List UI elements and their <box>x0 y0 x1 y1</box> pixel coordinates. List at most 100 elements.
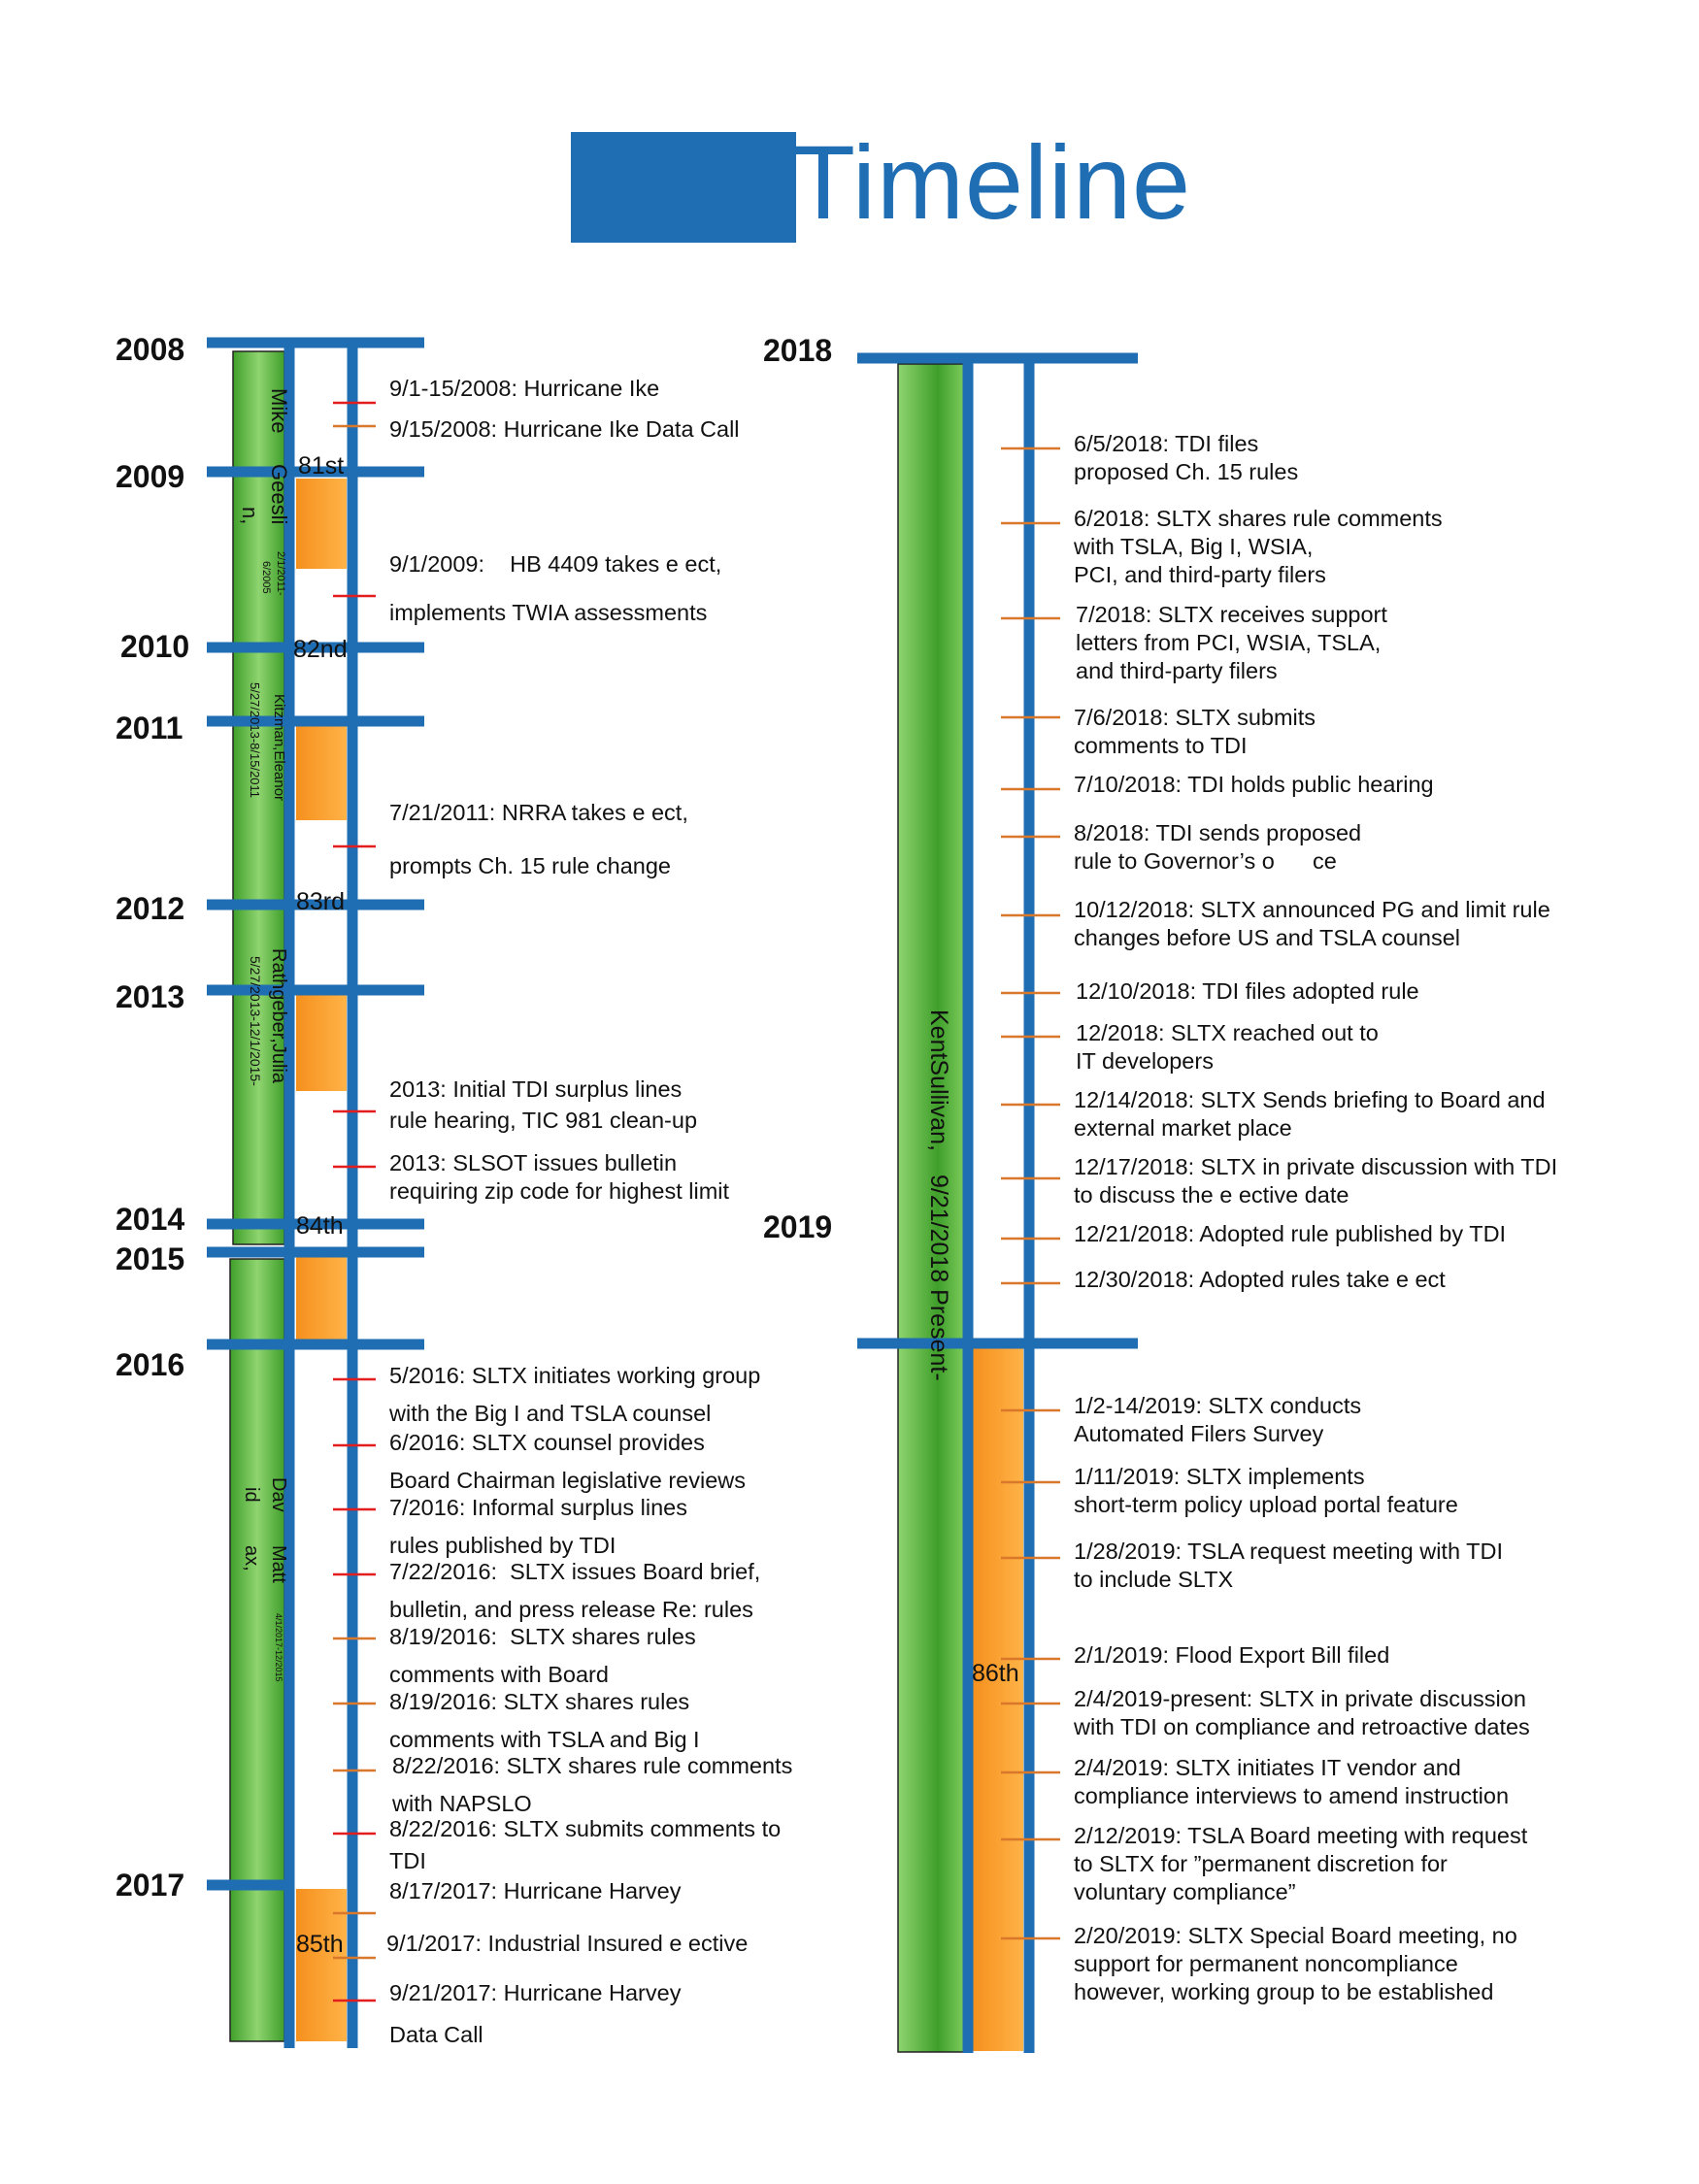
year-label-2019: 2019 <box>763 1209 833 1244</box>
event-text-line: 7/2018: SLTX receives support <box>1076 602 1387 627</box>
session-label-84th: 84th <box>296 1212 344 1240</box>
leader-dates-mattax: 4/1/2017-12/2015 <box>274 1613 283 1682</box>
event-item: 2/20/2019: SLTX Special Board meeting, n… <box>1074 1922 1517 2006</box>
year-label-2010: 2010 <box>120 629 190 664</box>
event-text-line: external market place <box>1074 1115 1292 1141</box>
event-text-line: prompts Ch. 15 rule change <box>389 852 671 878</box>
event-text-line: 9/1-15/2008: Hurricane Ike <box>389 376 660 401</box>
event-item: 12/10/2018: TDI files adopted rule <box>1076 977 1419 1006</box>
leader-name-mattax-4: ax, <box>241 1545 262 1572</box>
event-text-line: with NAPSLO <box>392 1791 532 1816</box>
session-label-83rd: 83rd <box>296 888 346 915</box>
year-label-2016: 2016 <box>116 1347 185 1382</box>
event-item: 7/2016: Informal surplus lines rules publ… <box>389 1489 687 1565</box>
event-text-line: 12/21/2018: Adopted rule published by TD… <box>1074 1221 1507 1246</box>
event-text-line: short-term policy upload portal feature <box>1074 1492 1458 1517</box>
event-text-line: 7/10/2018: TDI holds public hearing <box>1074 772 1434 797</box>
event-item: 7/22/2016: SLTX issues Board brief, bulle… <box>389 1553 760 1629</box>
event-item: 9/1/2017: Industrial Insured e ective <box>386 1930 748 1958</box>
leader-name-mattax-2: id <box>241 1487 262 1503</box>
event-text-line: to SLTX for ”permanent discretion for <box>1074 1851 1448 1876</box>
event-item: 2013: SLSOT issues bulletin requiring zip… <box>389 1149 729 1206</box>
event-text-line: 12/14/2018: SLTX Sends briefing to Board… <box>1074 1087 1546 1112</box>
event-text-line: and third-party filers <box>1076 658 1278 683</box>
event-item: 9/15/2008: Hurricane Ike Data Call <box>389 415 740 444</box>
leader-bar-sullivan <box>897 363 965 2053</box>
event-text-line: voluntary compliance” <box>1074 1879 1296 1904</box>
event-text-line: 12/30/2018: Adopted rules take e ect <box>1074 1267 1446 1292</box>
year-label-2015: 2015 <box>116 1241 185 1276</box>
event-item: 5/2016: SLTX initiates working group with… <box>389 1357 760 1433</box>
event-text-line: comments with Board <box>389 1662 609 1687</box>
event-text-line: proposed Ch. 15 rules <box>1074 459 1299 484</box>
event-text-line: 9/1/2017: Industrial Insured e ective <box>386 1931 749 1956</box>
event-text-line: comments with TSLA and Big I <box>389 1727 700 1752</box>
leader-dates-kitzman: 5/27/2013-8/15/2011 <box>248 682 262 799</box>
year-label-2012: 2012 <box>116 891 185 926</box>
event-text-line: 8/19/2016: SLTX shares rules <box>389 1624 696 1649</box>
event-text-line: 10/12/2018: SLTX announced PG and limit … <box>1074 897 1550 922</box>
event-text-line: 6/2016: SLTX counsel provides <box>389 1430 705 1455</box>
event-item: 2/4/2019-present: SLTX in private discus… <box>1074 1685 1530 1741</box>
event-item: 8/2018: TDI sends proposed rule to Govern… <box>1074 819 1361 876</box>
event-item: 2/1/2019: Flood Export Bill filed <box>1074 1641 1389 1670</box>
event-text-line: 8/22/2016: SLTX submits comments to <box>389 1816 782 1841</box>
year-label-2008: 2008 <box>116 332 185 367</box>
event-item: 1/2-14/2019: SLTX conducts Automated File… <box>1074 1392 1361 1448</box>
event-text-line: to include SLTX <box>1074 1567 1234 1592</box>
event-text-line: changes before US and TSLA counsel <box>1074 925 1461 950</box>
year-label-2011: 2011 <box>116 711 183 745</box>
event-text-line: IT developers <box>1076 1048 1214 1074</box>
session-label-85th: 85th <box>296 1931 344 1958</box>
event-text-line: Automated Filers Survey <box>1074 1421 1324 1446</box>
event-text-line: 2013: SLSOT issues bulletin <box>389 1150 678 1175</box>
event-item: 12/21/2018: Adopted rule published by TD… <box>1074 1220 1506 1248</box>
session-bar-85th <box>296 1889 347 2041</box>
leader-name-geeslin-1: Mike <box>267 388 291 434</box>
session-label-86th: 86th <box>972 1660 1019 1687</box>
event-text-line: compliance interviews to amend instructi… <box>1074 1783 1510 1808</box>
event-text-line: implements TWIA assessments <box>389 599 708 625</box>
event-text-line: 8/2018: TDI sends proposed <box>1074 820 1362 845</box>
leader-name-geeslin-2: Geesli <box>267 464 291 525</box>
year-label-2014: 2014 <box>116 1202 185 1237</box>
event-text-line: requiring zip code for highest limit <box>389 1178 730 1204</box>
event-text-line: rules published by TDI <box>389 1533 616 1558</box>
session-bar-83rd <box>296 995 347 1091</box>
event-item: 8/17/2017: Hurricane Harvey <box>389 1877 681 1905</box>
event-item: 7/6/2018: SLTX submits comments to TDI <box>1074 704 1316 760</box>
session-bar-81st <box>296 479 347 569</box>
event-item: 10/12/2018: SLTX announced PG and limit … <box>1074 896 1550 952</box>
session-bar-86th <box>973 1347 1023 2051</box>
event-text-line: 2/4/2019-present: SLTX in private discus… <box>1074 1686 1526 1711</box>
title-color-block <box>571 132 796 243</box>
event-text-line: however, working group to be established <box>1074 1979 1494 2004</box>
event-text-line: 7/22/2016: SLTX issues Board brief, <box>389 1559 761 1584</box>
event-item: 6/5/2018: TDI files proposed Ch. 15 rules <box>1074 430 1298 486</box>
leader-dates-geeslin-1: 2/1/2011- <box>275 551 286 596</box>
event-text-line: 7/2016: Informal surplus lines <box>389 1495 687 1520</box>
page-title: Timeline <box>791 123 1192 241</box>
event-item: 1/11/2019: SLTX implements short-term pol… <box>1074 1463 1458 1519</box>
event-item: 8/22/2016: SLTX shares rule comments with… <box>392 1747 792 1823</box>
event-item: 7/10/2018: TDI holds public hearing <box>1074 771 1434 799</box>
event-text-line: 2/12/2019: TSLA Board meeting with reque… <box>1074 1823 1528 1848</box>
year-label-2018: 2018 <box>763 333 833 368</box>
leader-dates-geeslin-2: 6/2005 <box>260 561 272 594</box>
event-item: 12/17/2018: SLTX in private discussion w… <box>1074 1153 1557 1209</box>
event-text-line <box>389 577 721 600</box>
event-text-line: 12/2018: SLTX reached out to <box>1076 1020 1379 1045</box>
event-text-line: 8/19/2016: SLTX shares rules <box>389 1689 690 1714</box>
event-ticks-left <box>333 401 376 2002</box>
event-text-line: 8/22/2016: SLTX shares rule comments <box>392 1753 793 1778</box>
event-item: 9/1/2009: HB 4409 takes e ect, implements… <box>389 551 721 625</box>
leader-name-sullivan: KentSullivan, <box>925 1009 952 1151</box>
event-item: 9/1-15/2008: Hurricane Ike <box>389 375 659 403</box>
event-text-line: 12/17/2018: SLTX in private discussion w… <box>1074 1154 1558 1179</box>
event-text-line: 1/28/2019: TSLA request meeting with TDI <box>1074 1539 1503 1564</box>
event-item: 2013: Initial TDI surplus lines rule hear… <box>389 1074 697 1136</box>
leader-bar-geeslin-to-rathgeber <box>232 350 285 1245</box>
event-text-line: 9/1/2009: HB 4409 takes e ect, <box>389 551 722 577</box>
event-item: 7/21/2011: NRRA takes e ect, prompts Ch. … <box>389 798 688 881</box>
